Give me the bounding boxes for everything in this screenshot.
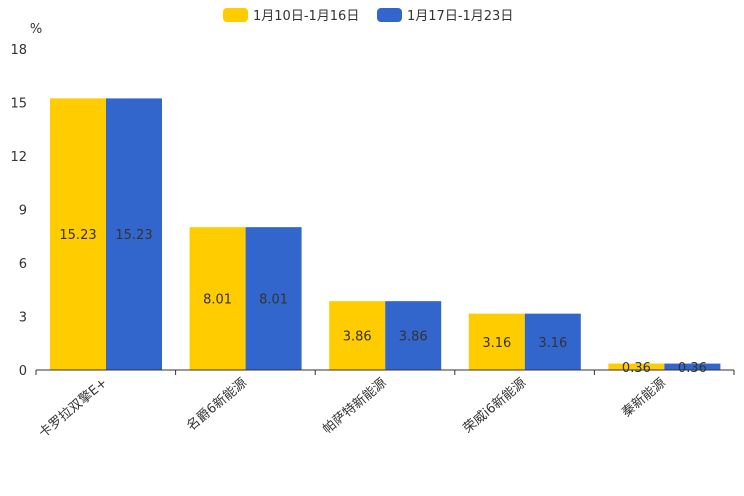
- x-tick-label: 秦新能源: [619, 375, 669, 421]
- bar-value-label: 8.01: [203, 293, 232, 308]
- bar: [385, 301, 442, 370]
- x-tick-label: 名爵6新能源: [184, 375, 250, 434]
- bar: [245, 227, 302, 370]
- bar: [468, 313, 525, 370]
- bar: [608, 363, 665, 370]
- bar-value-label: 15.23: [115, 228, 152, 243]
- bar-value-label: 15.23: [59, 228, 96, 243]
- y-tick-label: 15: [10, 97, 27, 112]
- y-tick-label: 12: [10, 150, 27, 165]
- x-tick-label: 帕萨特新能源: [320, 375, 390, 437]
- y-tick-label: 9: [19, 204, 27, 219]
- y-tick-label: 0: [19, 364, 27, 379]
- y-tick-label: 6: [19, 257, 27, 272]
- x-tick-label: 卡罗拉双擎E+: [36, 376, 110, 442]
- bar: [329, 301, 386, 370]
- bar: [50, 98, 106, 371]
- bar-value-label: 3.86: [399, 330, 428, 345]
- bars: 15.23 15.23 8.01 8.01 3.86 3.86 3.16 3.16 0.36 0.…: [50, 98, 721, 376]
- bar-value-label: 3.16: [482, 336, 511, 351]
- bar: [106, 98, 162, 371]
- bar-value-label: 3.86: [343, 330, 372, 345]
- bar: [189, 227, 246, 370]
- bar-value-label: 0.36: [622, 361, 651, 376]
- bar: [524, 313, 581, 370]
- bar: [664, 363, 721, 370]
- y-tick-label: 3: [19, 311, 27, 326]
- legend-label-1: 1月10日-1月16日: [253, 9, 359, 24]
- y-tick-label: 18: [10, 43, 27, 58]
- bar-value-label: 0.36: [678, 361, 707, 376]
- bar-value-label: 8.01: [259, 293, 288, 308]
- x-tick-label: 荣威i6新能源: [460, 375, 529, 437]
- y-axis-unit-label: %: [30, 22, 42, 37]
- x-axis: 卡罗拉双擎E+ 名爵6新能源 帕萨特新能源 荣威i6新能源 秦新能源: [35, 369, 735, 442]
- legend: 1月10日-1月16日 1月17日-1月23日: [223, 8, 513, 24]
- legend-swatch-1: [223, 8, 248, 22]
- legend-label-2: 1月17日-1月23日: [407, 9, 513, 24]
- legend-swatch-2: [377, 8, 402, 22]
- y-axis: 0 3 6 9 12 15 18: [10, 43, 27, 379]
- bar-value-label: 3.16: [538, 336, 567, 351]
